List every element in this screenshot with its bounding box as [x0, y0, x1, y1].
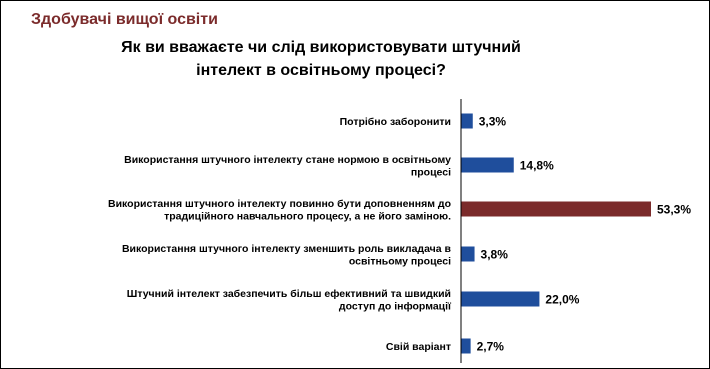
category-label-line: Штучний інтелект забезпечить більш ефект… [127, 288, 451, 300]
value-label: 3,8% [481, 248, 509, 262]
section-header: Здобувачі вищої освіти [31, 11, 218, 28]
category-label: Потрібно заборонити [340, 116, 451, 128]
value-label: 2,7% [477, 340, 505, 354]
value-label: 22,0% [545, 293, 579, 307]
category-label-line: Потрібно заборонити [340, 116, 451, 128]
category-label: Використання штучного інтелекту зменшить… [122, 243, 452, 268]
value-label: 53,3% [657, 203, 691, 217]
chart-title: Як ви вважаєте чи слід використовувати ш… [121, 39, 521, 79]
value-label: 3,3% [479, 115, 507, 129]
category-label-line: освітньому процесі [349, 255, 451, 267]
category-label: Штучний інтелект забезпечить більш ефект… [127, 288, 452, 313]
category-label-line: Використання штучного інтелекту повинно … [108, 198, 451, 210]
category-label-line: процесі [411, 166, 451, 178]
bar [461, 291, 540, 307]
bar [461, 113, 473, 129]
value-label: 14,8% [520, 159, 554, 173]
category-label: Використання штучного інтелекту стане но… [124, 154, 451, 179]
category-label-line: традиційного навчального процесу, а не й… [164, 210, 451, 222]
bar [461, 157, 514, 173]
bar [461, 201, 651, 217]
category-label: Свій варіант [386, 341, 451, 353]
category-label-line: Використання штучного інтелекту стане но… [124, 154, 451, 166]
category-label: Використання штучного інтелекту повинно … [108, 198, 451, 223]
category-label-line: Використання штучного інтелекту зменшить… [122, 243, 452, 255]
bar [461, 338, 471, 354]
bar [461, 246, 475, 262]
category-label-line: доступ до інформації [339, 300, 452, 312]
category-label-line: Свій варіант [386, 341, 451, 353]
